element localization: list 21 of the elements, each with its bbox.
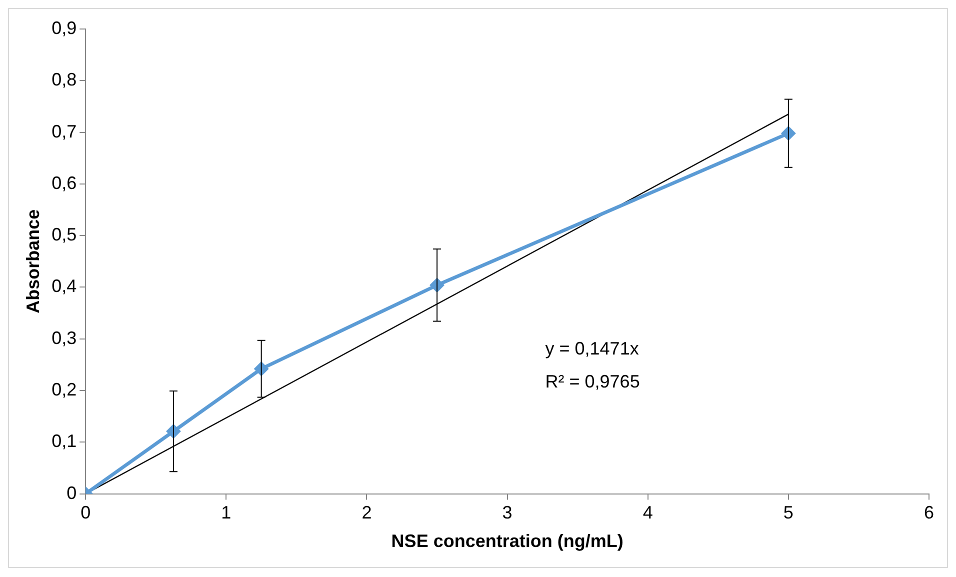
y-tick-label: 0,9	[52, 18, 77, 38]
y-tick-label: 0,2	[52, 379, 77, 400]
x-tick-label: 3	[502, 502, 512, 523]
y-tick-label: 0,3	[52, 328, 77, 348]
y-tick-label: 0,1	[52, 431, 77, 452]
y-tick-label: 0,8	[52, 70, 77, 90]
y-axis-title: Absorbance	[22, 209, 43, 314]
x-tick-label: 6	[924, 502, 934, 523]
x-tick-label: 2	[362, 502, 372, 523]
y-tick-label: 0,5	[52, 224, 77, 245]
y-tick-label: 0	[66, 482, 77, 503]
y-tick-label: 0,7	[52, 121, 77, 142]
x-tick-label: 0	[80, 502, 91, 523]
x-tick-label: 4	[642, 502, 653, 523]
y-tick-label: 0,6	[52, 172, 77, 193]
x-tick-label: 5	[783, 502, 794, 523]
x-tick-label: 1	[221, 502, 232, 523]
y-tick-label: 0,4	[52, 276, 77, 296]
annotation: R² = 0,9765	[545, 372, 640, 392]
x-axis-title: NSE concentration (ng/mL)	[391, 531, 624, 552]
annotation: y = 0,1471x	[545, 338, 639, 359]
